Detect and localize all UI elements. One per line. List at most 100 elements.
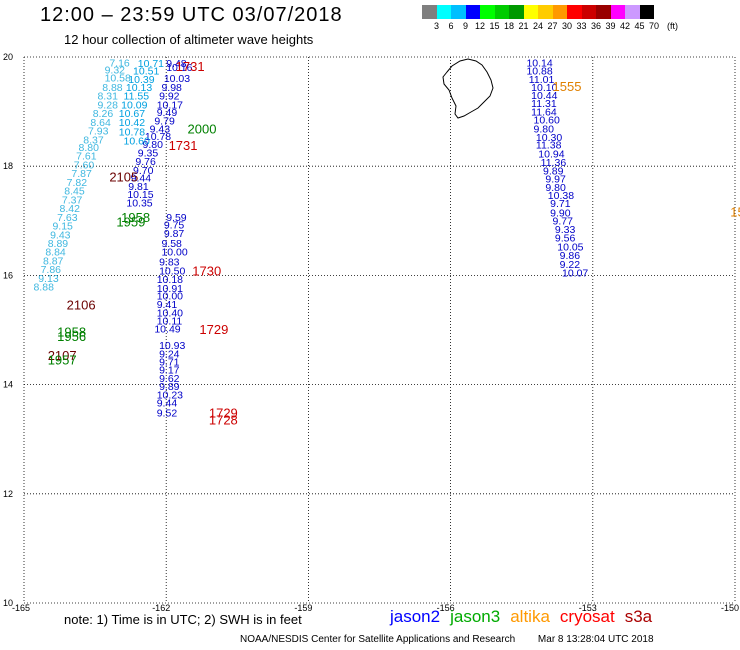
legend-entry-jason2: jason2 — [390, 607, 441, 626]
pass-time-label: 1956 — [57, 329, 86, 344]
lon-tick-label: -159 — [294, 603, 312, 613]
wave-height-value: 10.13 — [126, 82, 152, 94]
wave-height-value: 10.42 — [119, 117, 145, 129]
wave-height-value: 10.05 — [557, 241, 583, 253]
wave-height-value: 10.78 — [119, 127, 145, 139]
colorbar-label: 36 — [590, 21, 602, 31]
map-axes: -165 -162 -159 -156 -153 -150 20 18 16 14 12 10 — [3, 52, 739, 613]
colorbar-swatch — [567, 5, 582, 19]
legend-entry-altika: altika — [510, 607, 550, 626]
wave-height-value: 9.43 — [150, 123, 171, 135]
lat-tick-label: 10 — [3, 598, 13, 608]
colorbar-label: 42 — [619, 21, 631, 31]
wave-height-value: 9.35 — [138, 147, 159, 159]
wave-height-value: 9.44 — [131, 172, 152, 184]
satellite-legend: jason2 jason3 altika cryosat s3a — [390, 607, 662, 627]
wave-height-value: 10.91 — [157, 283, 183, 295]
lon-tick-label: -162 — [152, 603, 170, 613]
wave-height-value: 10.03 — [164, 73, 190, 85]
wave-height-value: 10.23 — [157, 389, 183, 401]
wave-height-value: 9.87 — [164, 228, 185, 240]
wave-height-value: 7.61 — [76, 151, 97, 163]
footer-agency: NOAA/NESDIS Center for Satellite Applica… — [240, 634, 516, 645]
track-jason2: 10.7110.5110.3910.1311.5510.0910.6710.42… — [119, 58, 164, 148]
wave-height-value: 8.89 — [48, 238, 69, 250]
colorbar-swatch — [451, 5, 466, 19]
wave-height-value: 9.90 — [550, 207, 571, 219]
wave-height-value: 7.93 — [88, 126, 109, 138]
colorbar-swatch — [509, 5, 524, 19]
colorbar-label: 9 — [462, 21, 469, 31]
wave-height-value: 8.26 — [93, 108, 114, 120]
wave-height-value: 10.09 — [121, 99, 147, 111]
lat-tick-label: 20 — [3, 52, 13, 62]
colorbar-swatch — [523, 5, 538, 19]
wave-height-value: 10.35 — [126, 198, 152, 210]
wave-height-value: 9.41 — [157, 299, 178, 311]
pass-time-label: 2107 — [48, 348, 77, 363]
colorbar-label: 33 — [576, 21, 587, 31]
wave-height-value: 9.62 — [159, 373, 180, 385]
lat-tick-label: 16 — [3, 270, 13, 280]
wave-height-value: 7.82 — [67, 177, 88, 189]
altimeter-tracks: 9.4810.1610.039.989.9210.179.499.799.431… — [33, 57, 588, 419]
wave-height-value: 8.45 — [64, 186, 85, 198]
colorbar-swatch — [494, 5, 509, 19]
colorbar-swatch — [465, 5, 480, 19]
wave-height-value: 10.39 — [128, 74, 154, 86]
colorbar-label: 39 — [605, 21, 616, 31]
wave-height-value: 9.15 — [52, 221, 73, 233]
wave-height-value: 9.86 — [560, 250, 581, 262]
wave-height-value: 9.76 — [135, 156, 156, 168]
pass-time-label: 2106 — [67, 297, 96, 312]
colorbar-swatch — [639, 5, 654, 19]
wave-height-value: 9.56 — [555, 233, 576, 245]
wave-height-value: 9.83 — [159, 257, 180, 269]
wave-height-value: 9.43 — [50, 229, 71, 241]
wave-height-value: 9.58 — [161, 238, 182, 250]
wave-height-value: 8.37 — [83, 134, 104, 146]
wave-height-value: 10.60 — [124, 135, 150, 147]
colorbar-swatch — [480, 5, 495, 19]
map-grid — [23, 56, 736, 604]
pass-time-labels: 1731200017312105195819591730210617291958… — [48, 59, 740, 427]
wave-height-value: 11.64 — [531, 106, 557, 118]
wave-height-value: 9.79 — [154, 116, 175, 128]
pass-time-label: 1959 — [116, 214, 145, 229]
wave-height-value: 9.97 — [545, 174, 566, 186]
wave-height-value: 11.38 — [536, 140, 562, 152]
wave-height-value: 10.15 — [127, 189, 153, 201]
wave-height-value: 10.11 — [157, 316, 183, 328]
wave-height-value: 7.63 — [57, 212, 78, 224]
pass-time-label: 1729 — [209, 405, 238, 420]
wave-height-value: 10.38 — [548, 190, 574, 202]
wave-height-value: 10.49 — [154, 324, 180, 336]
colorbar-swatch — [625, 5, 640, 19]
colorbar-swatch — [422, 5, 437, 19]
colorbar-label: 3 — [433, 21, 440, 31]
wave-height-value: 10.78 — [145, 131, 171, 143]
wave-height-value: 10.00 — [161, 247, 187, 259]
wave-height-value: 8.87 — [43, 255, 64, 267]
lon-tick-label: -156 — [437, 603, 455, 613]
wave-height-value: 10.67 — [119, 108, 145, 120]
track-jason2: 9.4810.1610.039.989.9210.179.499.799.431… — [126, 57, 588, 419]
track-jason3: 7.169.3210.588.888.319.288.268.647.938.3… — [33, 57, 131, 293]
wave-height-value: 9.28 — [97, 99, 118, 111]
wave-height-value: 10.14 — [526, 57, 552, 69]
wave-height-colorbar — [422, 5, 654, 19]
colorbar-labels: 3 6 9 12 15 18 21 24 27 30 33 36 39 42 45 70 (ft) — [422, 21, 740, 33]
lon-tick-label: -165 — [12, 603, 30, 613]
wave-height-value: 10.40 — [157, 307, 183, 319]
wave-height-value: 10.60 — [534, 115, 560, 127]
colorbar-label: 24 — [532, 21, 544, 31]
lat-tick-label: 14 — [3, 380, 13, 390]
pass-time-label: 2000 — [188, 121, 217, 136]
wave-height-value: 9.32 — [105, 64, 126, 76]
pass-time-label: 1729 — [199, 322, 228, 337]
coastline — [442, 58, 494, 119]
wave-height-value: 9.13 — [38, 273, 59, 285]
wave-height-value: 8.80 — [79, 142, 100, 154]
big-island-coastline — [442, 58, 494, 119]
